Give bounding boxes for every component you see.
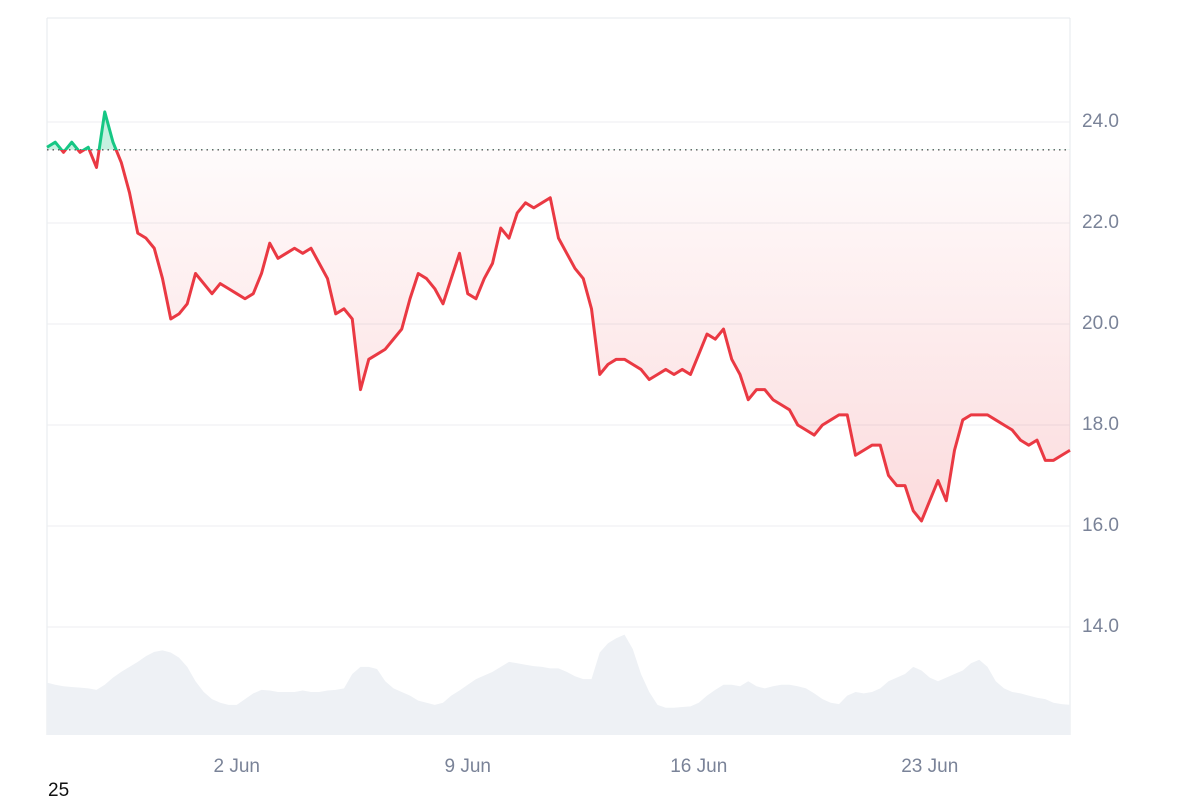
- y-tick-label: 18.0: [1082, 414, 1119, 435]
- volume-area: [47, 634, 1070, 735]
- x-tick-label: 16 Jun: [670, 756, 727, 777]
- x-tick-label: 23 Jun: [901, 756, 958, 777]
- y-tick-label: 24.0: [1082, 111, 1119, 132]
- x-tick-label: 2 Jun: [214, 756, 260, 777]
- price-line: [46, 110, 1071, 523]
- footer-label: 25: [48, 780, 69, 800]
- y-tick-label: 14.0: [1082, 616, 1119, 637]
- y-tick-label: 16.0: [1082, 515, 1119, 536]
- y-tick-label: 20.0: [1082, 313, 1119, 334]
- y-tick-label: 22.0: [1082, 212, 1119, 233]
- x-tick-label: 9 Jun: [445, 756, 491, 777]
- price-area: [47, 111, 1070, 521]
